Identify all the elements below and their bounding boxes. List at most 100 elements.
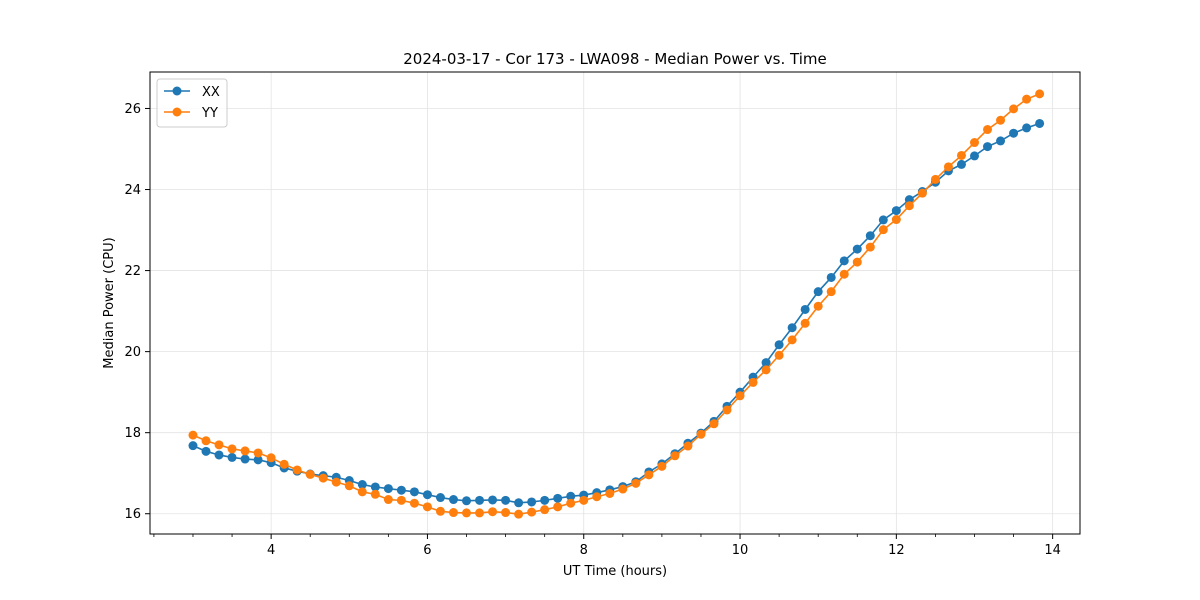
- data-point-xx: [813, 287, 823, 297]
- data-point-yy: [318, 473, 328, 483]
- data-point-yy: [514, 509, 524, 519]
- data-point-xx: [475, 495, 485, 505]
- data-point-yy: [774, 350, 784, 360]
- data-point-yy: [396, 495, 406, 505]
- y-tick-label: 22: [124, 264, 141, 279]
- x-tick-label: 6: [423, 543, 431, 558]
- data-point-xx: [1022, 123, 1032, 133]
- data-point-yy: [435, 506, 445, 516]
- data-point-xx: [983, 142, 993, 152]
- data-point-xx: [448, 495, 458, 505]
- data-point-yy: [253, 448, 263, 458]
- data-point-xx: [891, 206, 901, 216]
- x-tick-label: 14: [1044, 543, 1061, 558]
- data-point-xx: [527, 497, 537, 507]
- data-point-xx: [357, 480, 367, 490]
- data-point-yy: [657, 461, 667, 471]
- data-point-xx: [435, 493, 445, 503]
- series-layer: [188, 89, 1045, 519]
- data-point-yy: [305, 469, 315, 479]
- data-point-yy: [917, 188, 927, 198]
- data-point-yy: [826, 287, 836, 297]
- data-point-yy: [644, 470, 654, 480]
- legend-marker-yy: [172, 107, 182, 117]
- data-point-yy: [462, 508, 472, 518]
- data-point-yy: [748, 377, 758, 387]
- y-tick-label: 18: [124, 426, 141, 441]
- data-point-yy: [904, 201, 914, 211]
- data-point-yy: [1022, 94, 1032, 104]
- data-point-yy: [475, 508, 485, 518]
- data-point-yy: [709, 419, 719, 429]
- data-point-yy: [540, 505, 550, 515]
- data-point-xx: [1009, 128, 1019, 138]
- data-point-xx: [514, 498, 524, 508]
- data-point-yy: [631, 478, 641, 488]
- data-point-xx: [488, 495, 498, 505]
- data-point-yy: [943, 162, 953, 172]
- data-point-xx: [839, 256, 849, 266]
- data-point-yy: [839, 269, 849, 279]
- data-point-yy: [956, 150, 966, 160]
- plot-frame: [149, 71, 1081, 535]
- data-point-xx: [566, 491, 576, 501]
- y-axis-label: Median Power (CPU): [102, 237, 117, 368]
- data-point-yy: [279, 459, 289, 469]
- data-point-yy: [266, 453, 276, 463]
- data-point-yy: [787, 335, 797, 345]
- legend: XX YY: [156, 78, 228, 128]
- data-point-xx: [540, 495, 550, 505]
- data-point-yy: [448, 508, 458, 518]
- data-point-xx: [865, 231, 875, 241]
- data-point-yy: [240, 446, 250, 456]
- data-point-xx: [253, 455, 263, 465]
- data-point-yy: [891, 215, 901, 225]
- data-point-xx: [188, 441, 198, 451]
- data-point-xx: [774, 340, 784, 350]
- data-point-yy: [696, 429, 706, 439]
- data-point-xx: [240, 454, 250, 464]
- data-point-yy: [970, 138, 979, 148]
- data-point-yy: [409, 498, 419, 508]
- data-point-xx: [970, 151, 979, 161]
- data-point-xx: [553, 493, 563, 503]
- data-point-yy: [1035, 89, 1045, 99]
- data-point-yy: [422, 502, 432, 512]
- data-point-yy: [618, 484, 628, 494]
- y-tick-label: 26: [124, 102, 141, 117]
- data-point-xx: [761, 358, 771, 368]
- data-point-xx: [501, 495, 511, 505]
- ticks: 4 6 8 10 12 14 16 18 20 22 24 26: [124, 102, 1060, 558]
- data-point-yy: [370, 489, 380, 499]
- data-point-yy: [735, 391, 745, 401]
- data-point-yy: [761, 365, 771, 375]
- data-point-yy: [579, 495, 589, 505]
- x-tick-label: 10: [732, 543, 749, 558]
- x-tick-label: 12: [888, 543, 905, 558]
- data-point-xx: [956, 159, 966, 169]
- data-point-xx: [409, 487, 419, 497]
- legend-label-xx: XX: [202, 85, 220, 100]
- y-tick-label: 16: [124, 507, 141, 522]
- y-tick-label: 24: [124, 183, 141, 198]
- data-point-yy: [1009, 104, 1019, 114]
- data-point-yy: [605, 488, 615, 498]
- data-point-xx: [383, 484, 393, 494]
- x-tick-label: 8: [580, 543, 588, 558]
- data-point-yy: [683, 441, 693, 451]
- data-point-yy: [201, 436, 211, 446]
- x-tick-label: 4: [267, 543, 275, 558]
- data-point-yy: [357, 487, 367, 497]
- data-point-yy: [983, 125, 993, 135]
- data-point-yy: [800, 318, 810, 328]
- data-point-yy: [865, 242, 875, 252]
- data-point-xx: [878, 215, 888, 225]
- data-point-xx: [996, 136, 1006, 146]
- data-point-xx: [1035, 118, 1045, 128]
- data-point-yy: [670, 451, 680, 461]
- data-point-yy: [188, 430, 198, 440]
- data-point-xx: [227, 452, 237, 462]
- data-point-xx: [201, 446, 211, 456]
